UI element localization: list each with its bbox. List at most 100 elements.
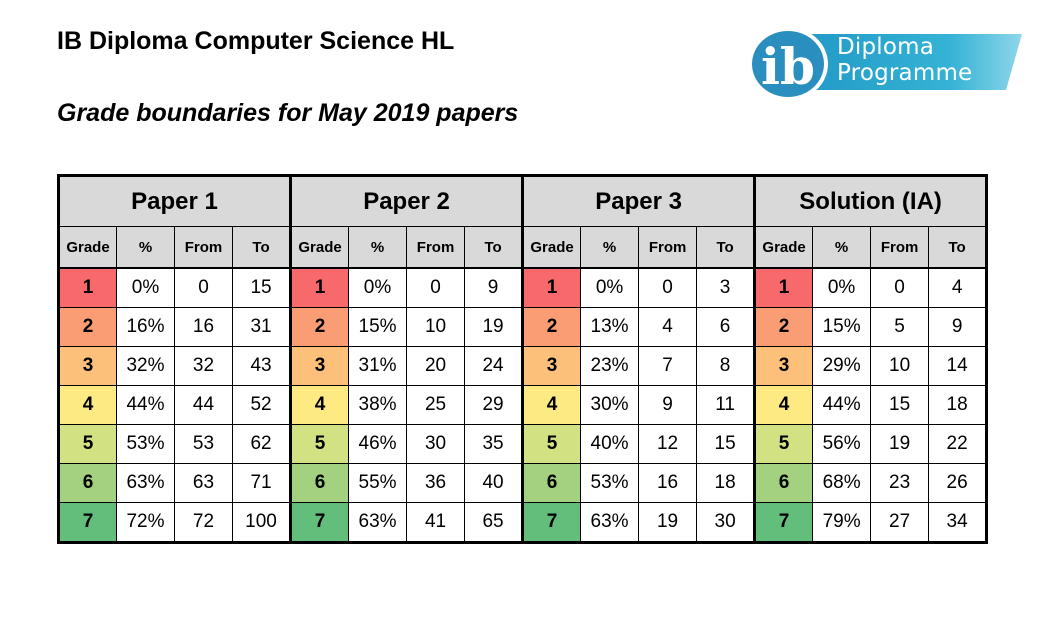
column-header: From — [638, 226, 698, 269]
percent-cell: 0% — [116, 267, 175, 308]
logo-circle-inner — [752, 31, 824, 97]
grade-cell: 2 — [57, 307, 117, 347]
percent-cell: 44% — [116, 385, 175, 425]
column-header: % — [116, 226, 175, 269]
from-cell: 63 — [174, 463, 233, 503]
to-cell: 40 — [464, 463, 524, 503]
to-cell: 62 — [231, 424, 292, 464]
from-cell: 32 — [174, 346, 233, 386]
to-cell: 15 — [231, 267, 292, 308]
table-row: 1 0% 0 15 1 0% 0 9 1 0% 0 3 1 0% 0 4 — [57, 267, 989, 308]
grade-cell: 1 — [289, 267, 350, 308]
to-cell: 52 — [231, 385, 292, 425]
column-header: Grade — [521, 226, 582, 269]
logo-mark: ib — [761, 37, 815, 96]
grade-cell: 1 — [521, 267, 582, 308]
percent-cell: 68% — [812, 463, 872, 503]
from-cell: 10 — [406, 307, 466, 347]
column-header: From — [870, 226, 930, 269]
grade-cell: 4 — [521, 385, 582, 425]
percent-cell: 63% — [348, 502, 408, 544]
grade-cell: 4 — [753, 385, 814, 425]
grade-cell: 5 — [521, 424, 582, 464]
to-cell: 24 — [464, 346, 524, 386]
paper-header-2: Paper 3 — [521, 174, 756, 227]
grade-cell: 5 — [57, 424, 117, 464]
percent-cell: 40% — [580, 424, 640, 464]
to-cell: 15 — [696, 424, 756, 464]
percent-cell: 55% — [348, 463, 408, 503]
from-cell: 27 — [870, 502, 930, 544]
to-cell: 8 — [696, 346, 756, 386]
to-cell: 9 — [464, 267, 524, 308]
column-header: To — [696, 226, 756, 269]
ib-logo-graphic: ib — [748, 27, 1022, 101]
from-cell: 5 — [870, 307, 930, 347]
column-header: To — [231, 226, 292, 269]
to-cell: 26 — [928, 463, 989, 503]
to-cell: 3 — [696, 267, 756, 308]
from-cell: 16 — [638, 463, 698, 503]
from-cell: 30 — [406, 424, 466, 464]
paper-header-row: Paper 1 Paper 2 Paper 3 Solution (IA) — [56, 174, 989, 227]
column-header: From — [174, 226, 233, 269]
to-cell: 18 — [696, 463, 756, 503]
from-cell: 19 — [638, 502, 698, 544]
column-header: Grade — [57, 226, 117, 269]
from-cell: 15 — [870, 385, 930, 425]
column-header: To — [464, 226, 524, 269]
from-cell: 0 — [870, 267, 930, 308]
percent-cell: 38% — [348, 385, 408, 425]
to-cell: 19 — [464, 307, 524, 347]
column-header: Grade — [289, 226, 350, 269]
logo-text-programme: Programme — [837, 60, 973, 86]
percent-cell: 79% — [812, 502, 872, 544]
grade-cell: 1 — [753, 267, 814, 308]
from-cell: 44 — [174, 385, 233, 425]
grade-cell: 4 — [57, 385, 117, 425]
from-cell: 53 — [174, 424, 233, 464]
percent-cell: 0% — [348, 267, 408, 308]
to-cell: 22 — [928, 424, 989, 464]
grade-cell: 3 — [753, 346, 814, 386]
percent-cell: 56% — [812, 424, 872, 464]
from-cell: 0 — [406, 267, 466, 308]
percent-cell: 30% — [580, 385, 640, 425]
to-cell: 6 — [696, 307, 756, 347]
to-cell: 4 — [928, 267, 989, 308]
column-header: From — [406, 226, 466, 269]
from-cell: 10 — [870, 346, 930, 386]
to-cell: 31 — [231, 307, 292, 347]
to-cell: 9 — [928, 307, 989, 347]
percent-cell: 15% — [812, 307, 872, 347]
to-cell: 11 — [696, 385, 756, 425]
from-cell: 20 — [406, 346, 466, 386]
percent-cell: 13% — [580, 307, 640, 347]
logo-text-diploma: Diploma — [837, 34, 935, 60]
grade-cell: 3 — [57, 346, 117, 386]
to-cell: 29 — [464, 385, 524, 425]
column-header: % — [348, 226, 408, 269]
percent-cell: 32% — [116, 346, 175, 386]
paper-header-0: Paper 1 — [56, 174, 292, 227]
to-cell: 100 — [231, 502, 292, 544]
grade-cell: 4 — [289, 385, 350, 425]
column-header: % — [580, 226, 640, 269]
from-cell: 0 — [638, 267, 698, 308]
percent-cell: 53% — [116, 424, 175, 464]
column-header: To — [928, 226, 989, 269]
table-row: 4 44% 44 52 4 38% 25 29 4 30% 9 11 4 44% 15 18 — [57, 385, 989, 425]
grade-cell: 2 — [753, 307, 814, 347]
grade-cell: 5 — [753, 424, 814, 464]
from-cell: 0 — [174, 267, 233, 308]
to-cell: 34 — [928, 502, 989, 544]
table-row: 2 16% 16 31 2 15% 10 19 2 13% 4 6 2 15% 5 9 — [57, 307, 989, 347]
column-header: Grade — [753, 226, 814, 269]
grade-cell: 7 — [289, 502, 350, 544]
grade-cell: 6 — [753, 463, 814, 503]
percent-cell: 72% — [116, 502, 175, 544]
grade-cell: 1 — [57, 267, 117, 308]
from-cell: 25 — [406, 385, 466, 425]
from-cell: 41 — [406, 502, 466, 544]
to-cell: 71 — [231, 463, 292, 503]
